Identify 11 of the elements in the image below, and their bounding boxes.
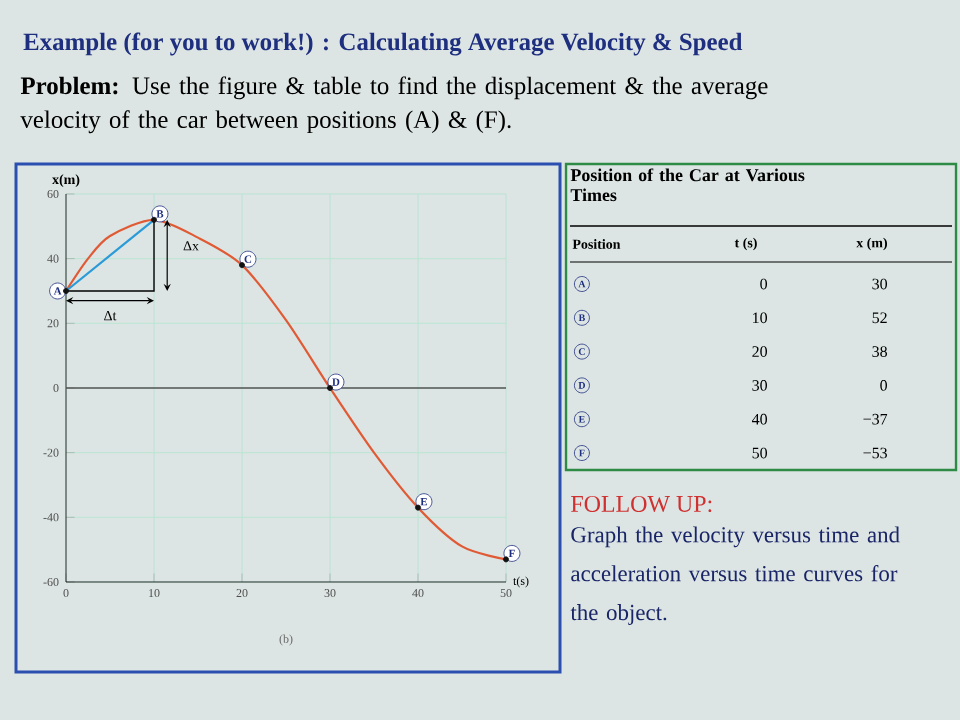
chart-subtitle: Problem: Use the figure & table to find the displacement & the average velocity of the car between positions (A) & (F). xyxy=(20,76,768,134)
chart-title: Example (for you to work!) : Calculating Average Velocity & Speed xyxy=(23,32,743,56)
point xyxy=(327,385,333,391)
text: Position of the Car at Various Times xyxy=(570,168,805,202)
text: Graph the velocity versus time and acceleration versus time curves for the object. xyxy=(570,526,900,625)
text: FOLLOW UP: xyxy=(571,495,712,513)
point xyxy=(415,504,421,511)
point xyxy=(239,262,245,269)
point xyxy=(503,556,509,563)
point xyxy=(151,216,157,223)
point xyxy=(63,288,69,294)
